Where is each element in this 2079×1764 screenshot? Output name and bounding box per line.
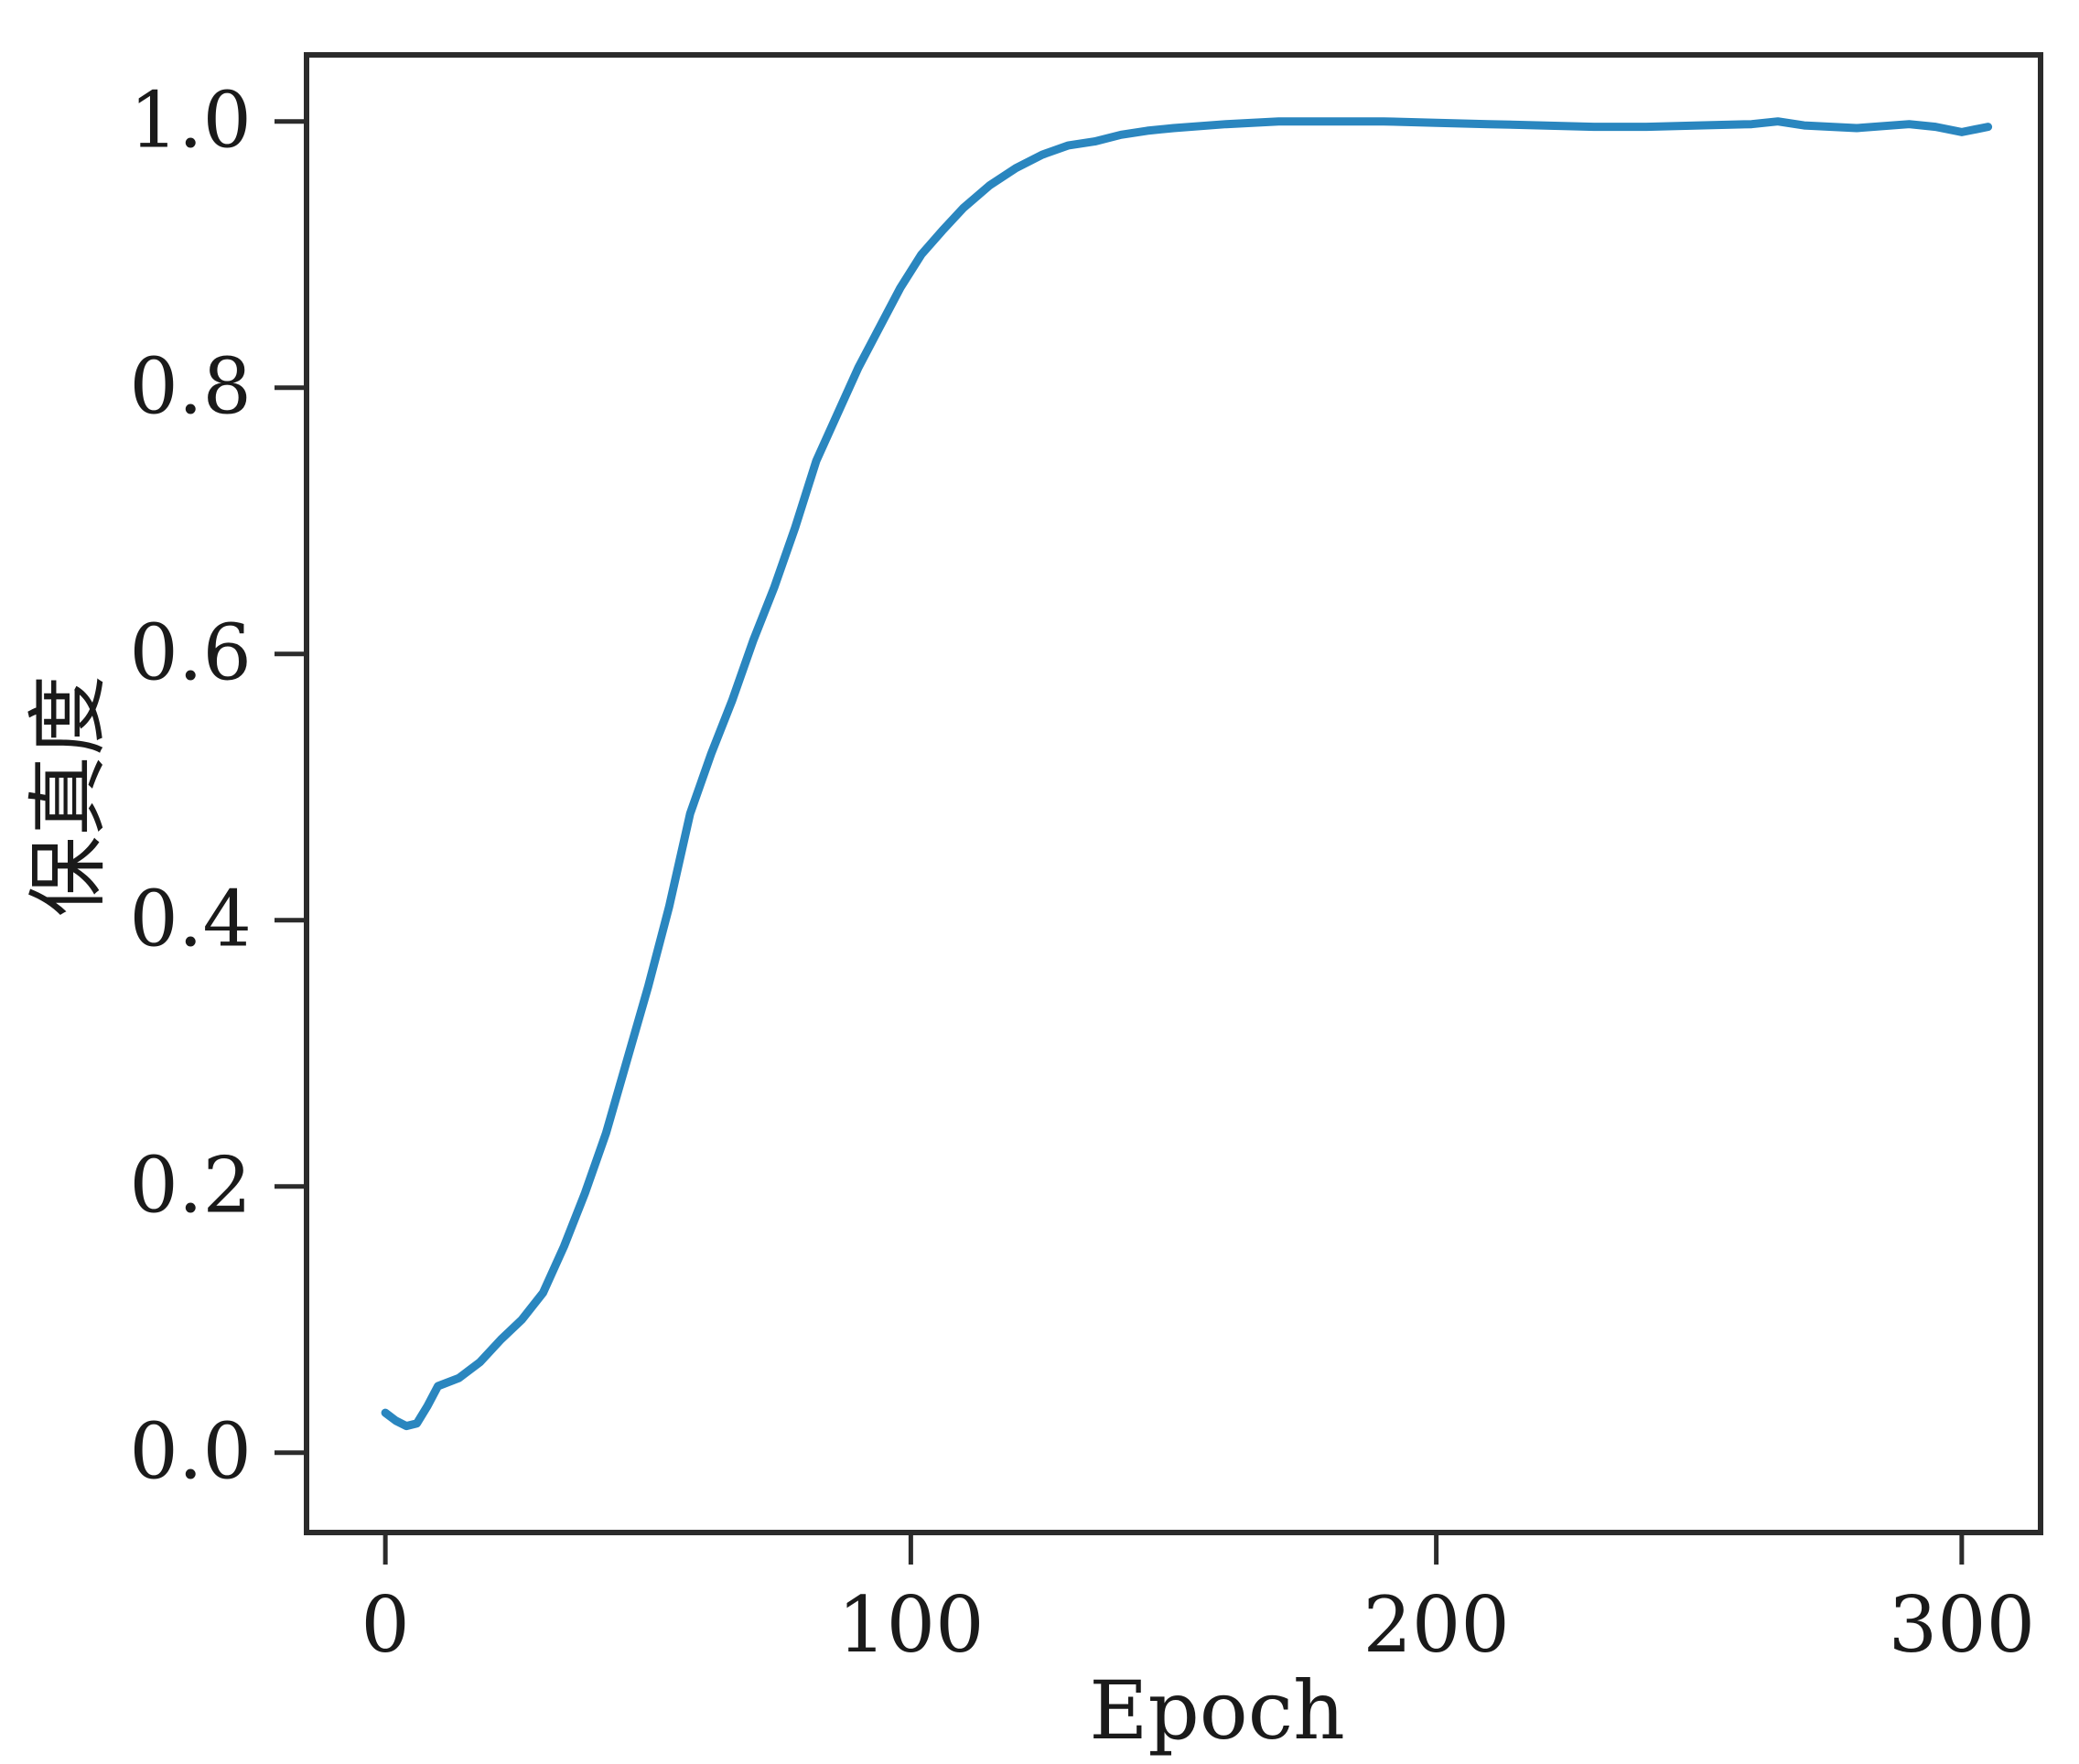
y-tick-label: 0.8 (129, 342, 252, 432)
x-axis: 0 100 200 300 (361, 1533, 2035, 1670)
x-tick-label: 200 (1363, 1580, 1509, 1670)
x-tick-label: 100 (837, 1580, 984, 1670)
x-tick-label: 0 (361, 1580, 409, 1670)
y-tick-label: 0.4 (129, 875, 252, 964)
y-tick-label: 0.0 (129, 1407, 252, 1497)
x-axis-title: Epoch (1089, 1663, 1345, 1758)
x-tick-label: 300 (1889, 1580, 2035, 1670)
y-tick-label: 0.6 (129, 608, 252, 698)
series-line (381, 117, 1993, 1431)
plot-frame (304, 52, 2043, 1535)
y-tick-label: 1.0 (129, 76, 252, 166)
y-tick-label: 0.2 (129, 1141, 252, 1231)
y-axis-title: 保真度 (21, 675, 115, 917)
y-axis: 0.0 0.2 0.4 0.6 0.8 1.0 (129, 76, 307, 1497)
